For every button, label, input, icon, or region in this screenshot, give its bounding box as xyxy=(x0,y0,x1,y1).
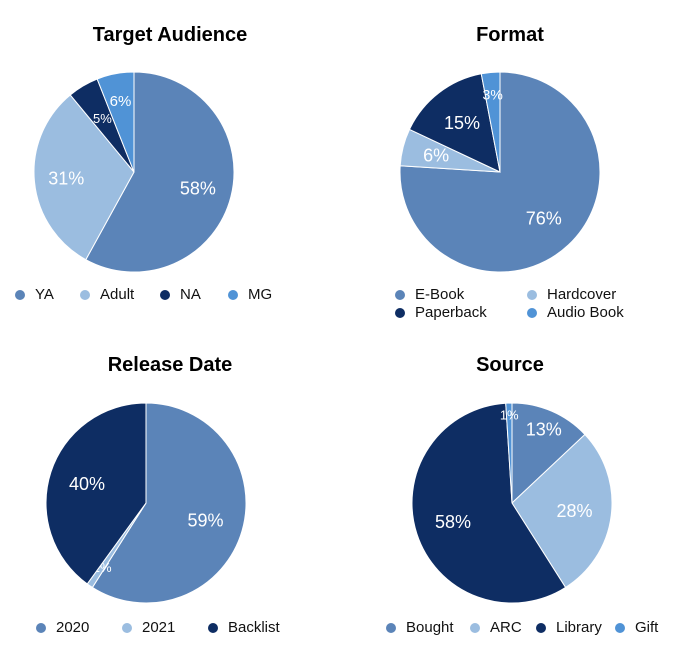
legend-label: Gift xyxy=(635,619,659,636)
pie-slice-mg xyxy=(96,71,135,173)
legend-swatch xyxy=(395,289,405,300)
pie-slice-adult xyxy=(33,94,135,261)
legend-item: Hardcover xyxy=(527,286,616,303)
legend-item: Backlist xyxy=(208,619,280,636)
data-label: 31% xyxy=(48,168,84,188)
legend-label: YA xyxy=(35,286,54,303)
legend-label: Backlist xyxy=(228,619,280,636)
legend-item: E-Book xyxy=(395,286,464,303)
legend-label: MG xyxy=(248,286,273,303)
legend-item: Gift xyxy=(615,619,658,636)
pie-slice-gift xyxy=(505,402,513,504)
legend-item: Paperback xyxy=(395,304,487,321)
legend-swatch xyxy=(80,289,90,300)
pie-svg: 58% 31% 5%6% xyxy=(33,71,235,273)
pie-chart-target-audience: Target Audience 58% 31% 5% 6% YA Adult NA MG xyxy=(0,0,340,330)
legend-label: Library xyxy=(556,619,602,636)
legend-label: ARC xyxy=(490,619,522,636)
pie-svg: 59%1%40% xyxy=(45,402,247,604)
legend-swatch xyxy=(160,289,170,300)
legend-item: Bought xyxy=(386,619,454,636)
legend-swatch xyxy=(386,622,396,633)
legend-label: Adult xyxy=(100,286,135,303)
pie-slice-arc xyxy=(511,433,613,589)
legend-label: Paperback xyxy=(415,304,487,321)
data-label: 1% xyxy=(500,408,519,423)
data-label: 58% xyxy=(435,512,471,532)
legend-swatch xyxy=(15,289,25,300)
data-label: 13% xyxy=(526,420,562,440)
data-label: 6% xyxy=(110,93,132,110)
pie-chart-format: Format 76% 6% 15% 3% E-Book Hardcover Paperba… xyxy=(340,0,680,330)
legend-item: NA xyxy=(160,286,201,303)
legend-swatch xyxy=(36,622,46,633)
data-label: 40% xyxy=(69,474,105,494)
legend-item: YA xyxy=(15,286,54,303)
pie-slice-ya xyxy=(85,71,235,273)
chart-title: Format xyxy=(476,24,544,46)
pie-chart-source: Source 13% 28% 58% 1% Bought ARC Library Gift xyxy=(340,330,680,657)
pie-slice-backlist xyxy=(45,402,147,585)
legend-swatch xyxy=(536,622,546,633)
legend-swatch xyxy=(122,622,132,633)
data-label: 59% xyxy=(188,510,224,530)
legend-label: Bought xyxy=(406,619,454,636)
legend-label: Audio Book xyxy=(547,304,624,321)
legend-label: 2021 xyxy=(142,619,176,636)
chart-title: Source xyxy=(476,354,544,376)
legend-item: 2021 xyxy=(122,619,175,636)
pie-svg: 13% 28% 58% 1% xyxy=(411,402,613,604)
data-label: 28% xyxy=(556,501,592,521)
data-label: 5% xyxy=(93,111,112,126)
legend-label: Hardcover xyxy=(547,286,617,303)
legend-swatch xyxy=(527,289,537,300)
pie-svg: 76% 6% 15%3% xyxy=(399,71,601,273)
legend-item: MG xyxy=(228,286,272,303)
data-label: 3% xyxy=(483,86,503,102)
legend-swatch xyxy=(208,622,218,633)
legend-swatch xyxy=(527,307,537,318)
data-label: 76% xyxy=(526,209,562,229)
pie-slice-library xyxy=(411,402,567,604)
chart-title: Release Date xyxy=(107,354,233,376)
legend-item: Library xyxy=(536,619,602,636)
legend-item: 2020 xyxy=(36,619,89,636)
legend-label: E-Book xyxy=(415,286,465,303)
pie-slice-bought xyxy=(511,402,586,505)
legend-label: NA xyxy=(180,286,201,303)
pie-slice-audio-book xyxy=(480,71,501,173)
pie-slice-2020 xyxy=(91,402,247,604)
legend-swatch xyxy=(395,307,405,318)
data-label: 58% xyxy=(180,178,216,198)
legend-item: Adult xyxy=(80,286,134,303)
legend-swatch xyxy=(228,289,238,300)
legend-swatch xyxy=(470,622,480,633)
data-label: 6% xyxy=(423,146,449,166)
pie-chart-release-date: Release Date 59% 1% 40% 2020 2021 Backlist xyxy=(0,330,340,657)
data-label: 15% xyxy=(444,113,480,133)
legend-label: 2020 xyxy=(56,619,90,636)
chart-title: Target Audience xyxy=(92,24,248,46)
legend-item: ARC xyxy=(470,619,522,636)
legend-swatch xyxy=(615,622,625,633)
pie-slice-paperback xyxy=(408,73,501,173)
legend-item: Audio Book xyxy=(527,304,624,321)
